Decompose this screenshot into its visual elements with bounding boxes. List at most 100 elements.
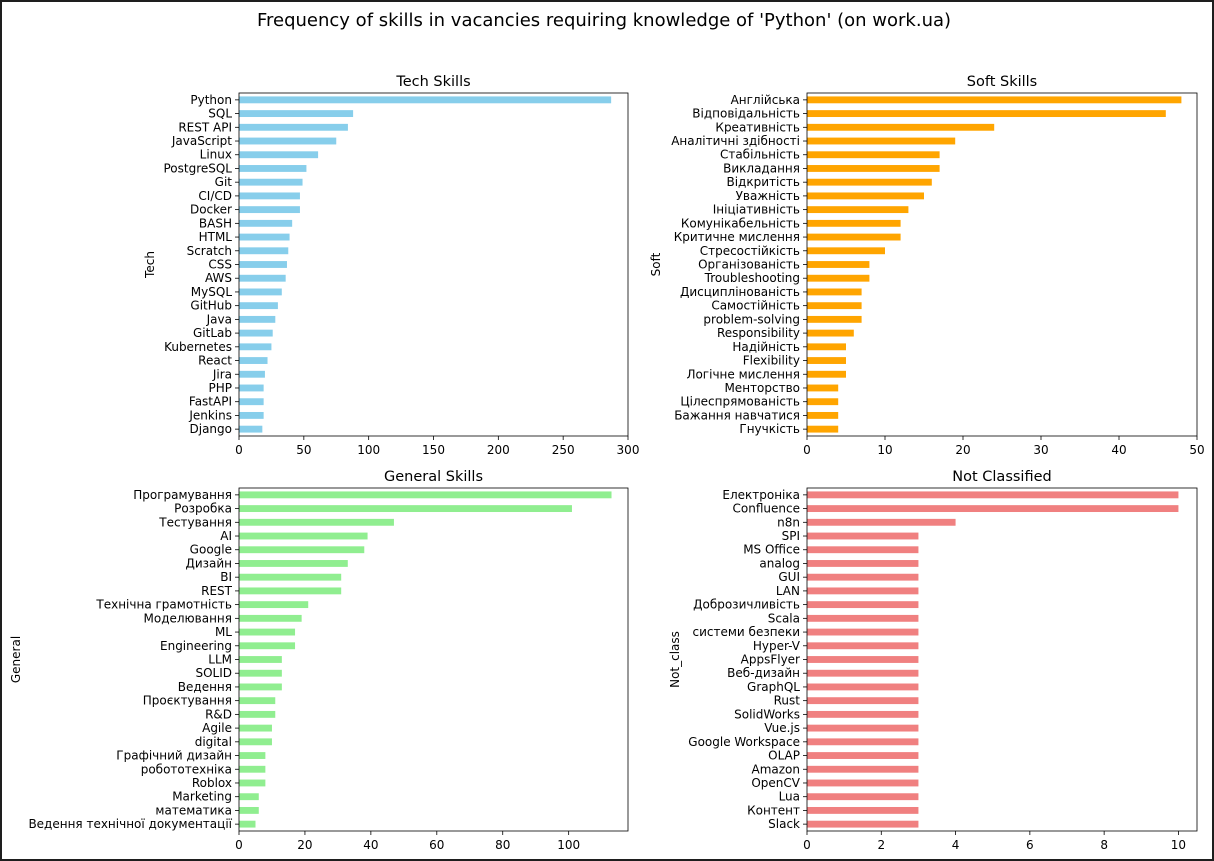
category-label: OpenCV	[751, 776, 800, 790]
category-label: Python	[190, 93, 232, 107]
category-label: Відповідальність	[692, 107, 800, 121]
bar	[239, 560, 348, 567]
category-label: OLAP	[768, 749, 800, 763]
category-label: React	[198, 354, 232, 368]
bar	[807, 820, 919, 828]
category-label: Розробка	[174, 502, 232, 516]
bar	[239, 96, 612, 104]
bar	[807, 614, 919, 622]
x-tick-label: 40	[363, 838, 378, 852]
category-label: FastAPI	[189, 395, 232, 409]
category-label: MS Office	[743, 543, 800, 557]
x-tick-label: 4	[952, 838, 960, 852]
bar	[239, 343, 272, 351]
figure-title: Frequency of skills in vacancies requiri…	[257, 10, 951, 31]
category-label: Flexibility	[743, 354, 800, 368]
bar	[807, 123, 995, 131]
category-label: Проєктування	[143, 694, 232, 708]
category-label: Responsibility	[717, 326, 800, 340]
bar	[807, 274, 870, 282]
bar	[239, 546, 365, 554]
bar	[239, 820, 256, 828]
x-tick-label: 0	[235, 443, 243, 457]
bar	[239, 669, 282, 677]
category-label: ML	[215, 625, 232, 639]
category-label: Linux	[200, 148, 232, 162]
bar	[239, 302, 278, 310]
bar	[807, 233, 901, 241]
bar	[807, 357, 846, 364]
bar	[807, 219, 901, 227]
category-label: Дисциплінованість	[680, 285, 800, 299]
category-label: системи безпеки	[693, 625, 800, 639]
bar	[239, 806, 259, 814]
bar	[239, 165, 307, 172]
bar	[807, 642, 919, 650]
bar	[239, 765, 266, 773]
bar	[807, 425, 839, 433]
bar	[807, 110, 1166, 118]
bar	[239, 793, 259, 801]
category-label: Slack	[768, 817, 800, 831]
category-label: Дизайн	[185, 556, 232, 570]
bar	[239, 683, 282, 691]
axes-frame	[806, 487, 1198, 832]
category-label: Моделювання	[144, 611, 232, 625]
bar	[807, 628, 919, 636]
subplot-title: Tech Skills	[395, 74, 470, 90]
category-label: GUI	[778, 570, 800, 584]
category-label: digital	[195, 735, 232, 749]
axes-frame	[238, 92, 629, 437]
category-label: Аналітичні здібності	[671, 134, 800, 148]
category-label: Організованість	[698, 258, 800, 272]
subplot-3: General Skills General ПрограмуванняРозроб…	[9, 469, 629, 852]
bar	[239, 411, 264, 419]
x-tick-label: 300	[617, 443, 640, 457]
category-label: Самостійність	[711, 299, 800, 313]
category-label: Jira	[212, 367, 232, 381]
category-label: Docker	[190, 203, 232, 217]
category-label: Тестування	[158, 515, 232, 529]
x-tick-label: 150	[422, 443, 445, 457]
x-tick-label: 40	[1111, 443, 1126, 457]
bar	[239, 151, 319, 159]
bar	[239, 329, 273, 337]
category-label: Engineering	[160, 639, 232, 653]
category-label: Google Workspace	[688, 735, 800, 749]
category-label: Менторство	[724, 381, 800, 395]
bar	[239, 628, 296, 636]
bar	[239, 779, 266, 787]
bar	[239, 274, 286, 282]
category-label: GitHub	[190, 299, 232, 313]
category-label: Викладання	[723, 161, 800, 175]
x-tick-label: 0	[803, 443, 811, 457]
category-label: SOLID	[195, 666, 232, 680]
category-label: LLM	[208, 653, 232, 667]
bar	[807, 560, 919, 567]
category-label: Веб-дизайн	[727, 666, 800, 680]
bar	[807, 288, 862, 296]
bar	[239, 518, 394, 526]
y-axis-label: Soft	[649, 252, 663, 276]
category-label: BASH	[199, 216, 232, 230]
bar	[807, 683, 919, 691]
bar	[239, 532, 368, 540]
bar	[807, 505, 1179, 513]
category-label: CI/CD	[198, 189, 232, 203]
bar	[239, 587, 342, 595]
category-label: Технічна грамотність	[95, 598, 232, 612]
bar	[807, 806, 919, 814]
bar	[239, 288, 282, 296]
x-tick-label: 100	[357, 443, 380, 457]
bar	[239, 110, 354, 118]
bar	[239, 642, 296, 650]
subplot-4: Not Classified Not_class ЕлектронікаConflu…	[668, 469, 1198, 852]
bar	[807, 151, 940, 159]
category-label: Git	[215, 175, 233, 189]
category-label: AI	[220, 529, 232, 543]
x-tick-label: 200	[487, 443, 510, 457]
category-label: Графічний дизайн	[116, 749, 232, 763]
category-label: Scala	[768, 611, 800, 625]
